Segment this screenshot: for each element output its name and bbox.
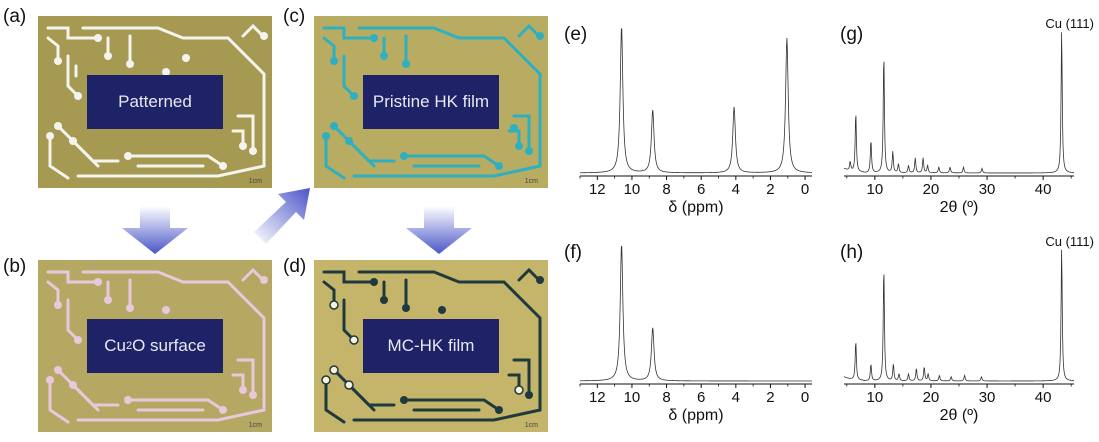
arrow-down-c-to-d	[406, 206, 472, 254]
spectrum-line	[843, 32, 1075, 174]
circuit-traces-d	[321, 267, 544, 424]
scale-bar-d: 1cm	[524, 422, 538, 429]
x-tick-label: 2	[766, 389, 774, 406]
x-tick-label: 30	[979, 389, 996, 406]
nmr-spectrum-f: 12 10 8 6 4 2 0 δ (ppm) (f)	[564, 242, 812, 424]
chart-panel-letter: (f)	[564, 242, 582, 263]
x-axis-label: 2θ (º)	[940, 407, 979, 424]
circuit-traces-b	[46, 267, 268, 424]
board-label-mc-hk: MC-HK film	[363, 319, 499, 373]
x-tick-label: 2	[766, 181, 774, 198]
board-label-patterned: Patterned	[87, 75, 223, 129]
cu2o-label-subscript: 2	[125, 340, 133, 352]
x-tick-label: 6	[697, 389, 705, 406]
x-tick-label: 6	[697, 181, 705, 198]
x-tick-label: 0	[801, 181, 809, 198]
x-tick-label: 20	[923, 389, 940, 406]
chart-f: 12 10 8 6 4 2 0 δ (ppm) (f)	[562, 218, 832, 437]
x-tick-label: 40	[1035, 181, 1052, 198]
x-tick-label: 10	[624, 181, 641, 198]
peak-annotation: Cu (111)	[1045, 16, 1094, 31]
panel-letter-d: (d)	[283, 256, 307, 277]
circuit-traces-a	[46, 23, 268, 180]
scale-bar-a: 1cm	[248, 178, 262, 185]
chart-panel-letter: (e)	[564, 24, 587, 45]
arrow-down-a-to-b	[122, 206, 188, 254]
chart-g: 10 20 30 40 2θ (º) (g) Cu (111)	[838, 0, 1099, 222]
scale-bar-c: 1cm	[524, 178, 538, 185]
x-tick-label: 4	[732, 181, 740, 198]
arrow-diagonal-b-to-c	[254, 188, 310, 244]
x-tick-label: 20	[923, 181, 940, 198]
chart-panel-letter: (h)	[840, 242, 863, 263]
spectrum-line	[843, 249, 1075, 382]
x-tick-label: 10	[867, 389, 884, 406]
cu2o-label-rest: O surface	[132, 336, 206, 355]
x-tick-label: 10	[867, 181, 884, 198]
x-tick-label: 12	[589, 389, 606, 406]
xrd-pattern-g: 10 20 30 40 2θ (º) (g) Cu (111)	[840, 16, 1094, 216]
x-axis-label: δ (ppm)	[668, 407, 723, 424]
x-tick-label: 8	[662, 181, 670, 198]
board-mc-hk: MC-HK film 1cm	[314, 260, 548, 432]
board-label-pristine-hk: Pristine HK film	[363, 75, 499, 129]
x-tick-label: 30	[979, 181, 996, 198]
panel-letter-c: (c)	[283, 6, 306, 27]
chart-e: 12 10 8 6 4 2 0 δ (ppm) (e)	[562, 0, 832, 222]
x-tick-label: 4	[732, 389, 740, 406]
scale-bar-b: 1cm	[248, 422, 262, 429]
x-tick-label: 12	[589, 181, 606, 198]
spectrum-line	[580, 245, 812, 382]
xrd-pattern-h: 10 20 30 40 2θ (º) (h) Cu (111)	[840, 234, 1094, 424]
spectrum-line	[580, 28, 813, 174]
nmr-spectrum-e: 12 10 8 6 4 2 0 δ (ppm) (e)	[564, 24, 813, 216]
panel-letter-a: (a)	[3, 6, 27, 27]
x-tick-label: 40	[1035, 389, 1052, 406]
x-tick-label: 0	[801, 389, 809, 406]
x-axis-label: 2θ (º)	[940, 199, 979, 216]
chart-h: 10 20 30 40 2θ (º) (h) Cu (111)	[838, 218, 1099, 437]
board-patterned: Patterned 1cm	[38, 16, 272, 188]
peak-annotation: Cu (111)	[1045, 234, 1094, 249]
board-pristine-hk: Pristine HK film 1cm	[314, 16, 548, 188]
board-cu2o: Cu 2 O surface 1cm	[38, 260, 272, 432]
cu2o-label-main: Cu	[104, 336, 126, 355]
board-label-cu2o: Cu 2 O surface	[87, 319, 223, 373]
x-axis-label: δ (ppm)	[668, 199, 723, 216]
x-tick-label: 8	[662, 389, 670, 406]
circuit-traces-c	[322, 23, 544, 180]
panel-letter-b: (b)	[3, 256, 27, 277]
x-tick-label: 10	[624, 389, 641, 406]
chart-panel-letter: (g)	[840, 24, 863, 45]
